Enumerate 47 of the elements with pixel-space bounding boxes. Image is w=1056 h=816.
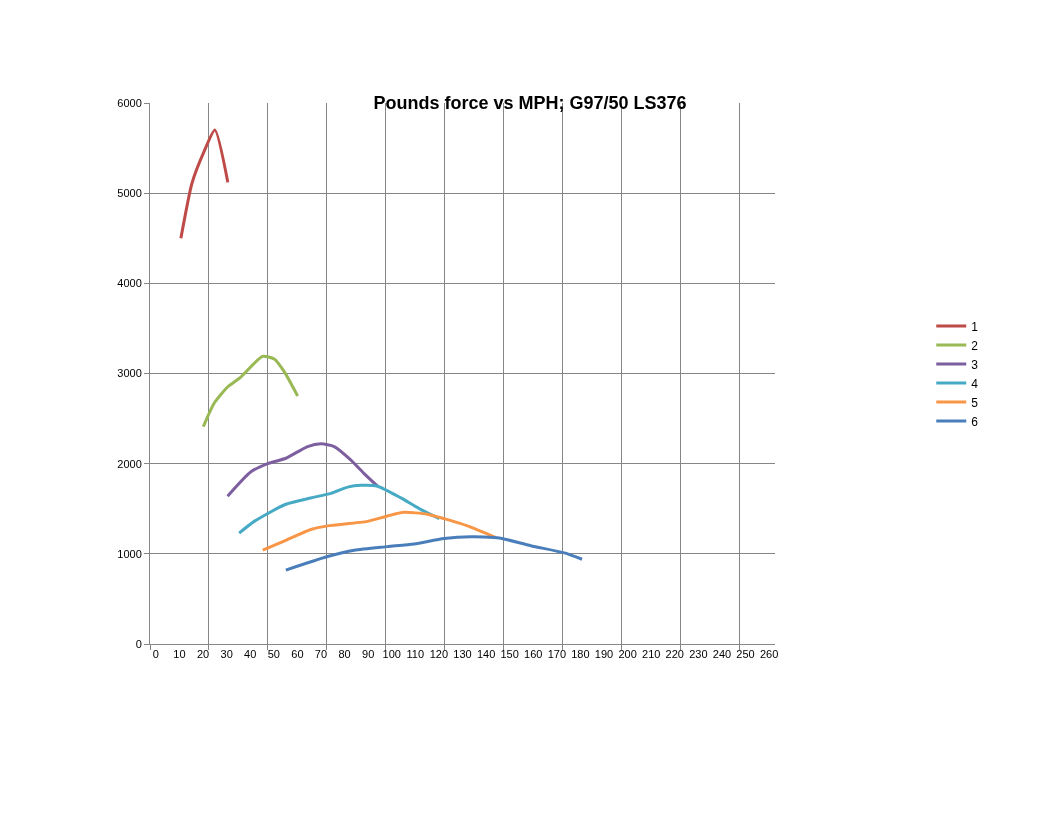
- x-tick-label: 260: [759, 648, 779, 661]
- x-tick-label: 10: [173, 648, 186, 661]
- x-tick-label: 200: [618, 648, 637, 661]
- y-tick-label: 1000: [117, 547, 142, 560]
- x-tick-label: 160: [524, 648, 543, 661]
- x-tick-label: 30: [220, 648, 233, 661]
- x-tick-label: 60: [291, 648, 304, 661]
- line-series: [201, 354, 300, 429]
- line-series: [237, 483, 441, 535]
- x-tick-label: 210: [642, 648, 661, 661]
- chart-title: Pounds force vs MPH; G97/50 LS376: [373, 93, 687, 114]
- legend-label: 2: [971, 338, 979, 353]
- x-tick-label: 50: [267, 648, 280, 661]
- legend-label: 4: [971, 376, 979, 391]
- legend-label: 1: [971, 319, 979, 334]
- x-tick-label: 130: [453, 648, 472, 661]
- x-tick-label: 110: [406, 648, 425, 661]
- legend-label: 6: [971, 414, 979, 429]
- x-tick-label: 0: [152, 648, 159, 661]
- x-tick-label: 70: [314, 648, 328, 661]
- y-tick-label: 4000: [117, 277, 142, 290]
- x-tick-label: 100: [382, 648, 401, 661]
- legend-label: 3: [971, 357, 979, 372]
- x-tick-label: 90: [362, 648, 375, 661]
- x-tick-label: 190: [594, 648, 614, 661]
- x-tick-label: 120: [429, 648, 449, 661]
- x-tick-label: 170: [547, 648, 567, 661]
- legend-label: 5: [971, 395, 979, 410]
- line-series: [179, 128, 230, 240]
- x-tick-label: 240: [712, 648, 732, 661]
- y-tick-label: 0: [135, 637, 142, 650]
- line-series: [226, 442, 380, 498]
- y-tick-label: 3000: [117, 367, 142, 380]
- y-tick-label: 6000: [117, 96, 142, 109]
- x-tick-label: 40: [244, 648, 257, 661]
- x-tick-label: 150: [500, 648, 519, 661]
- x-tick-label: 180: [571, 648, 590, 661]
- x-tick-label: 250: [736, 648, 755, 661]
- line-series: [284, 535, 584, 572]
- line-series: [261, 510, 498, 552]
- x-tick-label: 220: [665, 648, 684, 661]
- x-tick-label: 20: [196, 648, 210, 661]
- x-tick-label: 230: [689, 648, 708, 661]
- x-tick-label: 80: [338, 648, 351, 661]
- y-tick-label: 5000: [117, 187, 142, 200]
- x-tick-label: 140: [476, 648, 496, 661]
- y-tick-label: 2000: [117, 457, 142, 470]
